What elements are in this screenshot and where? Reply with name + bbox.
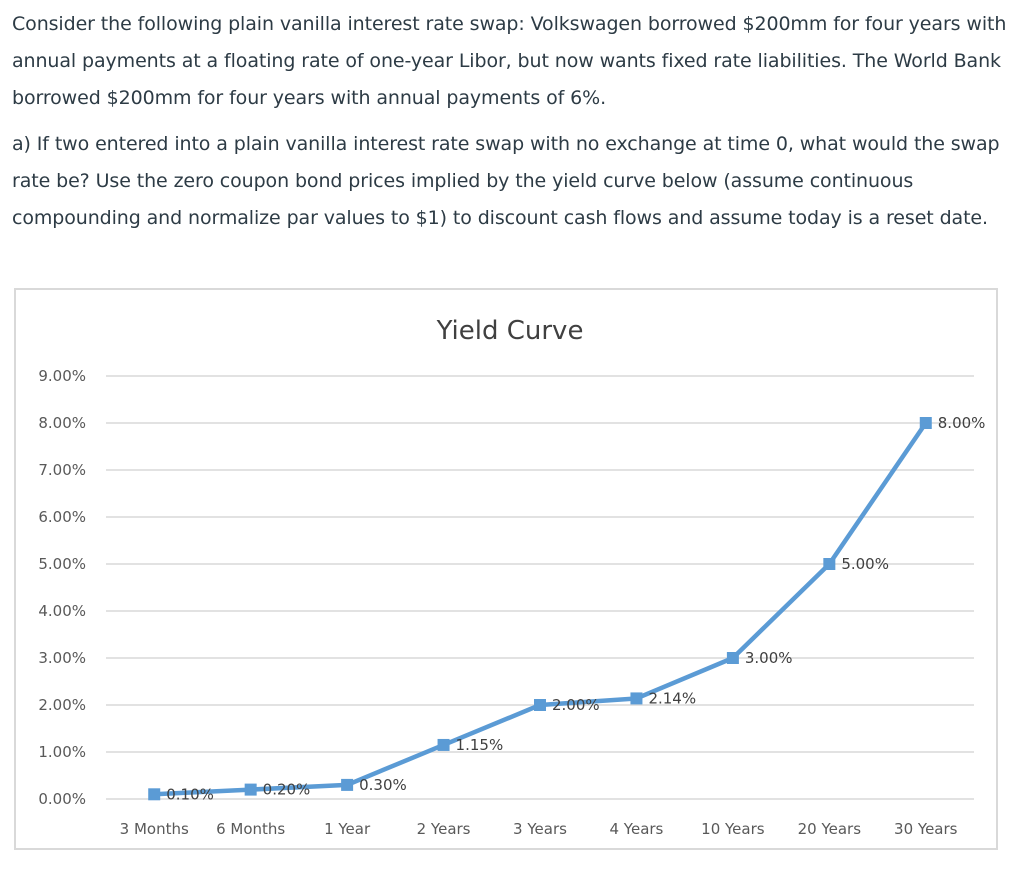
data-label: 0.20%	[263, 781, 311, 799]
series-line	[154, 421, 928, 797]
data-point	[244, 783, 257, 796]
x-tick-label: 4 Years	[609, 820, 663, 838]
data-label: 8.00%	[938, 414, 986, 432]
data-point	[630, 692, 643, 705]
data-point	[726, 652, 739, 664]
y-tick-label: 6.00%	[38, 508, 86, 526]
data-point	[341, 778, 354, 791]
y-tick-label: 5.00%	[38, 555, 86, 573]
data-label: 0.30%	[359, 776, 407, 794]
data-point	[437, 738, 450, 751]
y-tick-label: 0.00%	[38, 790, 86, 808]
data-label: 0.10%	[166, 785, 214, 803]
y-tick-label: 1.00%	[38, 743, 86, 761]
x-tick-label: 3 Months	[120, 820, 189, 838]
y-tick-label: 2.00%	[38, 696, 86, 714]
question-text: Consider the following plain vanilla int…	[12, 6, 1012, 237]
chart-title: Yield Curve	[436, 316, 584, 346]
x-tick-label: 30 Years	[894, 820, 958, 838]
data-label: 1.15%	[456, 736, 504, 754]
y-tick-label: 8.00%	[38, 414, 86, 432]
question-intro: Consider the following plain vanilla int…	[12, 13, 1007, 109]
data-point	[148, 788, 161, 801]
y-tick-label: 9.00%	[38, 367, 86, 385]
x-tick-label: 6 Months	[216, 820, 285, 838]
x-tick-label: 2 Years	[417, 820, 471, 838]
y-tick-label: 3.00%	[38, 649, 86, 667]
data-label: 2.00%	[552, 696, 600, 714]
data-label: 5.00%	[841, 555, 889, 573]
chart-canvas: Yield Curve 0.00% 1.00% 2.00% 3.00% 4.00% 5.0…	[38, 316, 986, 838]
y-tick-label: 4.00%	[38, 602, 86, 620]
data-label: 3.00%	[745, 649, 793, 667]
x-tick-label: 20 Years	[798, 820, 862, 838]
data-point	[919, 417, 932, 429]
x-tick-label: 10 Years	[701, 820, 765, 838]
x-tick-label: 3 Years	[513, 820, 567, 838]
x-tick-label: 1 Year	[324, 820, 371, 838]
data-label: 2.14%	[648, 689, 696, 707]
y-tick-label: 7.00%	[38, 461, 86, 479]
yield-curve-chart: Yield Curve 0.00% 1.00% 2.00% 3.00% 4.00% 5.0…	[14, 288, 998, 850]
data-point	[534, 699, 546, 711]
question-part-a: a) If two entered into a plain vanilla i…	[12, 133, 1000, 229]
data-point	[823, 558, 836, 570]
